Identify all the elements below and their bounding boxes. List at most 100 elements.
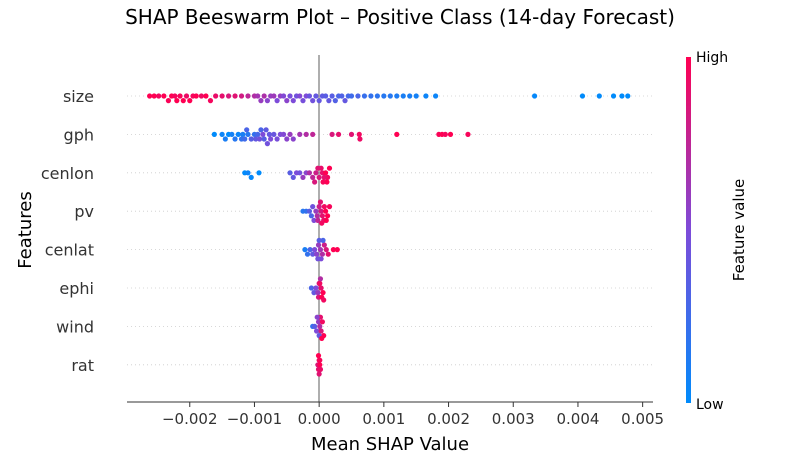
point-cenlat [317, 247, 324, 253]
point-size [232, 93, 238, 99]
feature-label-ephi: ephi [59, 279, 94, 298]
point-gph [248, 136, 254, 142]
x-tick-label: 0.002 [427, 410, 470, 428]
point-gph [257, 136, 263, 142]
colorbar-low-label: Low [696, 397, 724, 413]
point-pv [315, 217, 321, 223]
point-size [413, 93, 419, 99]
point-size [287, 93, 293, 99]
point-cenlat [321, 242, 327, 248]
feature-label-rat: rat [71, 356, 94, 375]
point-wind [319, 335, 325, 341]
point-pv [313, 208, 319, 214]
point-size [271, 93, 277, 99]
point-cenlon [321, 174, 327, 180]
point-ephi [320, 290, 326, 296]
point-cenlon [316, 174, 322, 180]
point-size [313, 93, 319, 99]
point-gph [271, 131, 277, 137]
point-size [255, 93, 261, 99]
point-pv [316, 204, 322, 210]
point-size [387, 93, 393, 99]
point-size [290, 98, 296, 104]
x-tick-label: 0.003 [492, 410, 535, 428]
feature-label-pv: pv [74, 202, 94, 221]
point-pv [326, 204, 333, 210]
y-axis-labels: size gph cenlon pv cenlat ephi wind rat [41, 87, 94, 375]
point-size [326, 98, 332, 104]
point-pv [324, 213, 331, 219]
feature-label-gph: gph [64, 125, 94, 144]
point-cenlat [310, 251, 316, 257]
point-gph [287, 131, 293, 137]
point-ephi [317, 276, 324, 282]
point-size [596, 93, 602, 99]
point-pv [323, 217, 329, 223]
point-size [183, 93, 190, 99]
point-size [165, 98, 172, 104]
point-cenlon [290, 174, 296, 180]
point-size [339, 93, 345, 99]
point-wind [318, 328, 324, 334]
point-size [610, 93, 617, 99]
point-rat [315, 353, 322, 359]
point-rat [316, 371, 322, 377]
feature-label-cenlon: cenlon [41, 164, 94, 183]
point-size [147, 93, 153, 99]
point-gph [297, 131, 303, 137]
feature-label-wind: wind [56, 317, 94, 336]
point-size [174, 98, 180, 104]
point-cenlat [302, 247, 308, 253]
point-cenlon [300, 174, 306, 180]
point-size [316, 98, 322, 104]
point-size [361, 93, 368, 99]
point-gph [229, 131, 235, 137]
point-size [532, 93, 538, 99]
x-axis-label: Mean SHAP Value [311, 434, 469, 455]
point-size [332, 98, 338, 104]
point-gph [329, 131, 335, 137]
point-gph [465, 131, 471, 137]
point-cenlon [315, 165, 321, 171]
point-pv [314, 213, 320, 219]
point-size [280, 93, 287, 99]
feature-label-cenlat: cenlat [45, 241, 94, 260]
point-pv [321, 204, 327, 210]
point-gph [394, 131, 400, 137]
point-size [619, 93, 625, 99]
point-size [156, 93, 162, 99]
point-pv [306, 208, 313, 214]
point-size [400, 93, 406, 99]
point-gph [222, 136, 228, 142]
point-pv [323, 208, 329, 214]
point-cenlon [248, 174, 254, 180]
chart-title: SHAP Beeswarm Plot – Positive Class (14-… [125, 5, 675, 29]
point-size [329, 93, 335, 99]
point-pv [311, 217, 317, 223]
x-axis-ticks: −0.002 −0.001 0.000 0.001 0.002 0.003 0.004 0.0… [162, 402, 664, 428]
point-size [245, 93, 251, 99]
point-size [433, 93, 439, 99]
point-size [225, 93, 232, 99]
point-size [180, 98, 186, 104]
point-cenlon [245, 170, 251, 176]
point-size [407, 93, 413, 99]
point-cenlon [297, 170, 303, 176]
grid-lines [127, 95, 653, 366]
point-cenlon [310, 174, 316, 180]
point-cenlon [313, 170, 319, 176]
point-pv [308, 213, 314, 219]
point-gph [310, 131, 316, 137]
feature-label-size: size [63, 87, 94, 106]
point-ephi [311, 290, 317, 296]
point-gph [235, 131, 241, 137]
point-ephi [321, 297, 327, 303]
point-gph [260, 131, 266, 137]
point-pv [319, 213, 325, 219]
point-ephi [315, 290, 321, 296]
point-pv [319, 220, 325, 226]
point-cenlat [313, 251, 320, 257]
point-size [203, 93, 209, 99]
point-cenlat [312, 247, 318, 253]
